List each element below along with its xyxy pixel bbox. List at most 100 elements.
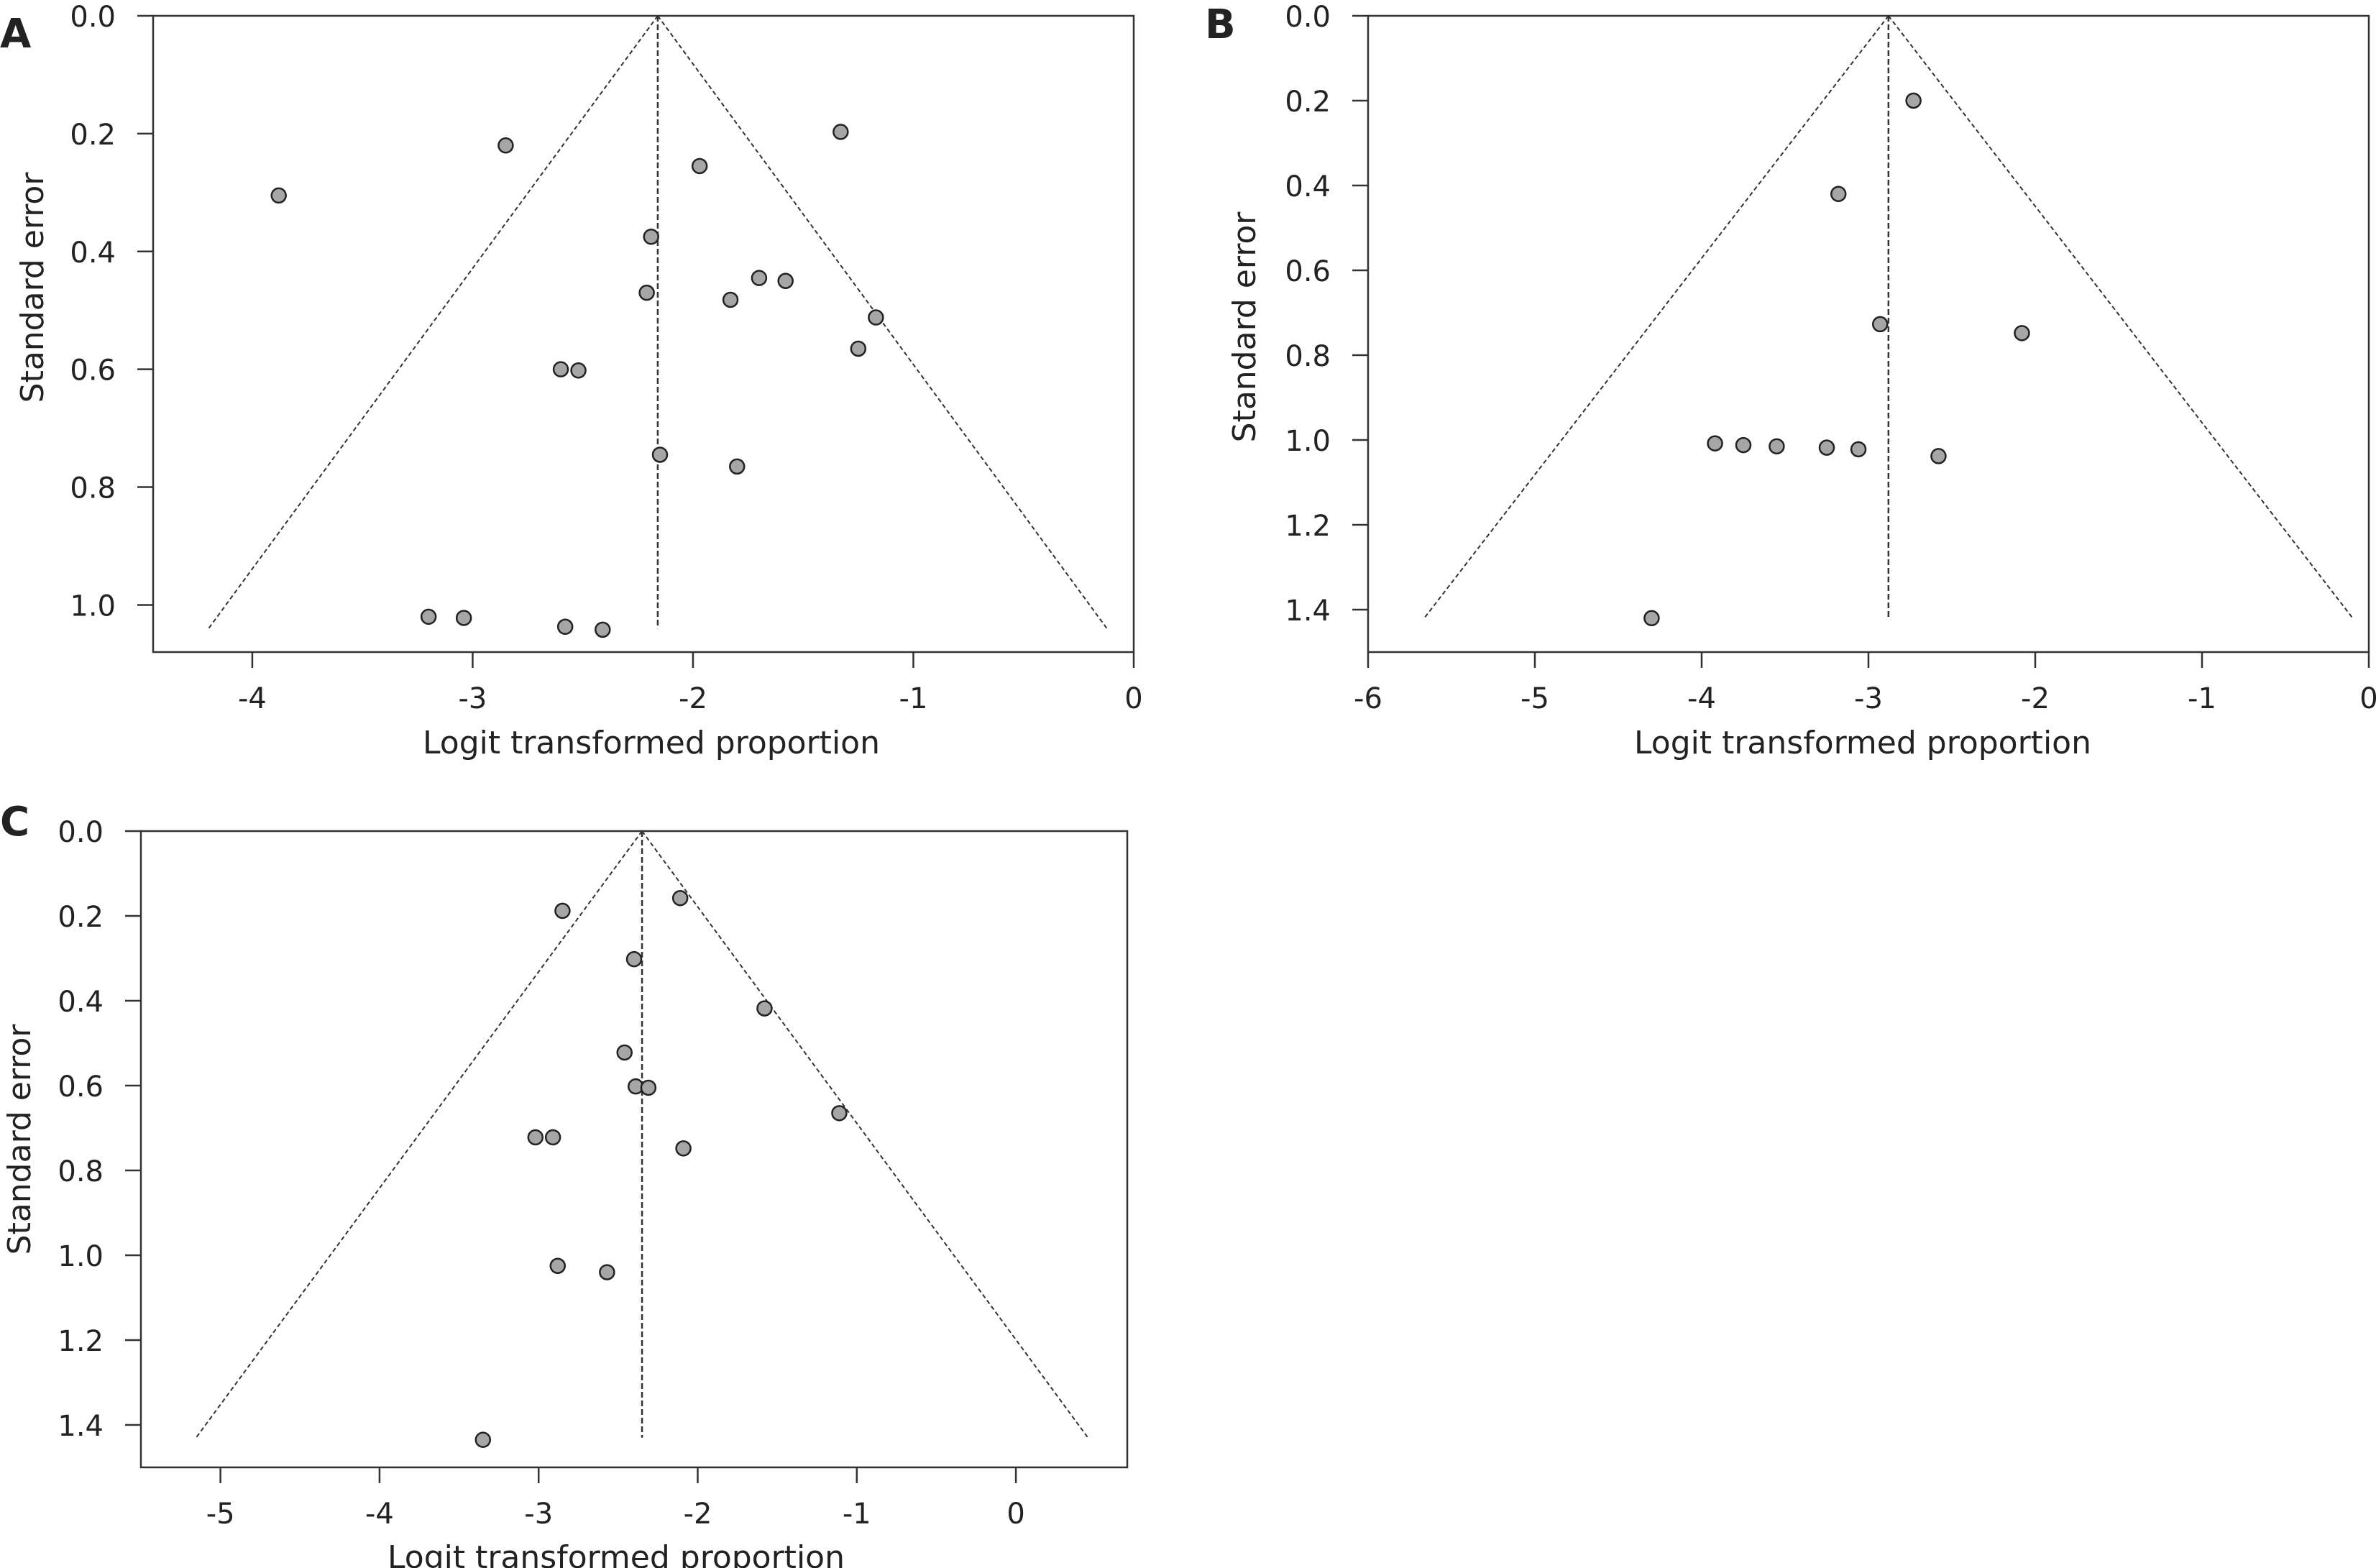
study-point-a (455, 610, 472, 626)
study-point-b (1905, 92, 1922, 109)
x-tick-label-b: -3 (1854, 682, 1883, 715)
x-tick-label-b: -1 (2188, 682, 2216, 715)
y-tick-label-c: 0.2 (58, 901, 104, 934)
y-tick-label-a: 0.2 (70, 119, 116, 152)
study-point-a (868, 309, 884, 326)
study-point-b (1769, 438, 1785, 455)
study-point-c (544, 1129, 561, 1146)
study-point-b (1735, 436, 1752, 454)
study-point-a (751, 270, 768, 286)
x-tick-label-c: -3 (524, 1498, 553, 1531)
y-axis-label-b: Standard error (1226, 211, 1263, 443)
study-point-a (729, 458, 746, 475)
study-point-a (270, 187, 287, 204)
plot-frame-c (139, 830, 1129, 1469)
study-point-c (549, 1257, 567, 1274)
study-point-b (1818, 439, 1835, 456)
y-tick-label-b: 0.6 (1285, 255, 1331, 288)
funnel-left-limit-a (208, 15, 659, 629)
x-tick-label-c: 0 (1006, 1498, 1024, 1531)
x-tick-label-c: -2 (684, 1498, 712, 1531)
study-point-b (2014, 325, 2030, 341)
y-tick-label-b: 0.4 (1285, 170, 1331, 203)
x-tick-label-b: -4 (1687, 682, 1716, 715)
y-tick-label-c: 0.0 (58, 816, 104, 849)
x-tick-label-a: 0 (1124, 682, 1142, 715)
study-point-a (552, 361, 569, 377)
study-point-c (625, 950, 643, 968)
study-point-c (756, 1000, 773, 1017)
study-point-c (616, 1044, 633, 1061)
study-point-a (777, 272, 794, 289)
y-tick-label-a: 1.0 (70, 590, 116, 623)
x-tick-label-a: -1 (899, 682, 928, 715)
study-point-a (850, 340, 867, 357)
y-tick-label-a: 0.0 (70, 1, 116, 34)
study-point-c (599, 1264, 615, 1280)
study-point-a (832, 124, 849, 140)
funnel-right-limit-b (1888, 15, 2354, 619)
y-tick-label-a: 0.6 (70, 354, 116, 388)
x-tick-label-a: -3 (459, 682, 487, 715)
x-tick-label-b: -2 (2021, 682, 2050, 715)
x-tick-label-c: -5 (206, 1498, 235, 1531)
y-tick-label-b: 1.4 (1285, 595, 1331, 628)
funnel-plot-c: C -5 -4 -3 -2 -1 0 0.0 0.2 0.4 0.6 0.8 1.0 1.2 1.4 Lo… (0, 799, 1129, 1568)
funnel-left-limit-b (1423, 15, 1889, 619)
y-tick-label-b: 1.2 (1285, 510, 1331, 543)
study-point-a (595, 621, 611, 638)
funnel-plot-a: A -4 -3 -2 -1 0 0.0 0.2 0.4 0.6 0.8 1.0 Logit tran… (0, 1, 1143, 761)
study-point-b (1930, 448, 1947, 464)
y-axis-label-c: Standard error (1, 1024, 38, 1255)
panel-letter-c: C (0, 799, 29, 845)
y-tick-label-c: 1.2 (58, 1325, 104, 1358)
y-tick-label-b: 1.0 (1285, 425, 1331, 458)
y-tick-label-a: 0.8 (70, 472, 116, 505)
plot-marks-b: -6 -5 -4 -3 -2 -1 0 0.0 0.2 0.4 0.6 0.8 1.0 1.2 1.4 (1285, 1, 2376, 715)
x-axis-label-b: Logit transformed proportion (1634, 725, 2091, 761)
x-tick-label-a: -4 (238, 682, 267, 715)
x-tick-label-b: -6 (1354, 682, 1382, 715)
x-tick-label-b: -5 (1520, 682, 1549, 715)
plot-marks-a: -4 -3 -2 -1 0 0.0 0.2 0.4 0.6 0.8 1.0 (70, 1, 1142, 715)
study-point-a (651, 446, 669, 463)
study-point-b (1830, 185, 1847, 203)
y-tick-label-c: 1.4 (58, 1410, 104, 1443)
study-point-c (675, 1140, 692, 1157)
panel-letter-a: A (0, 11, 32, 58)
y-tick-label-b: 0.2 (1285, 86, 1331, 119)
x-tick-label-c: -4 (365, 1498, 394, 1531)
study-point-b (1850, 441, 1867, 458)
x-tick-label-b: 0 (2359, 682, 2376, 715)
plot-frame-a (152, 14, 1135, 654)
study-point-c (831, 1105, 848, 1122)
study-point-a (556, 618, 574, 636)
y-tick-label-c: 0.4 (58, 986, 104, 1019)
study-point-a (691, 157, 708, 175)
study-point-a (570, 362, 587, 379)
funnel-right-limit-a (657, 15, 1108, 629)
study-point-a (722, 291, 739, 308)
y-tick-label-c: 0.6 (58, 1070, 104, 1104)
plot-marks-c: -5 -4 -3 -2 -1 0 0.0 0.2 0.4 0.6 0.8 1.0 1.2 1.4 (58, 816, 1089, 1531)
study-point-c (554, 902, 571, 920)
y-axis-label-a: Standard error (14, 172, 51, 403)
study-point-c (671, 889, 689, 907)
study-point-a (497, 137, 514, 154)
study-point-a (638, 284, 655, 301)
study-point-a (420, 608, 437, 625)
y-tick-label-a: 0.4 (70, 237, 116, 270)
y-tick-label-c: 1.0 (58, 1240, 104, 1273)
funnel-right-limit-c (641, 830, 1089, 1439)
y-tick-label-b: 0.8 (1285, 340, 1331, 373)
study-point-c (527, 1129, 544, 1146)
study-point-b (1643, 610, 1660, 627)
funnel-plot-b: B -6 -5 -4 -3 -2 -1 00.00.20.40.60.81.01.21.4 … (1205, 1, 2376, 761)
funnel-left-limit-c (196, 830, 643, 1439)
y-tick-label-c: 0.8 (58, 1155, 104, 1188)
x-tick-label-c: -1 (843, 1498, 871, 1531)
study-point-c (640, 1079, 657, 1096)
study-point-a (643, 229, 659, 245)
